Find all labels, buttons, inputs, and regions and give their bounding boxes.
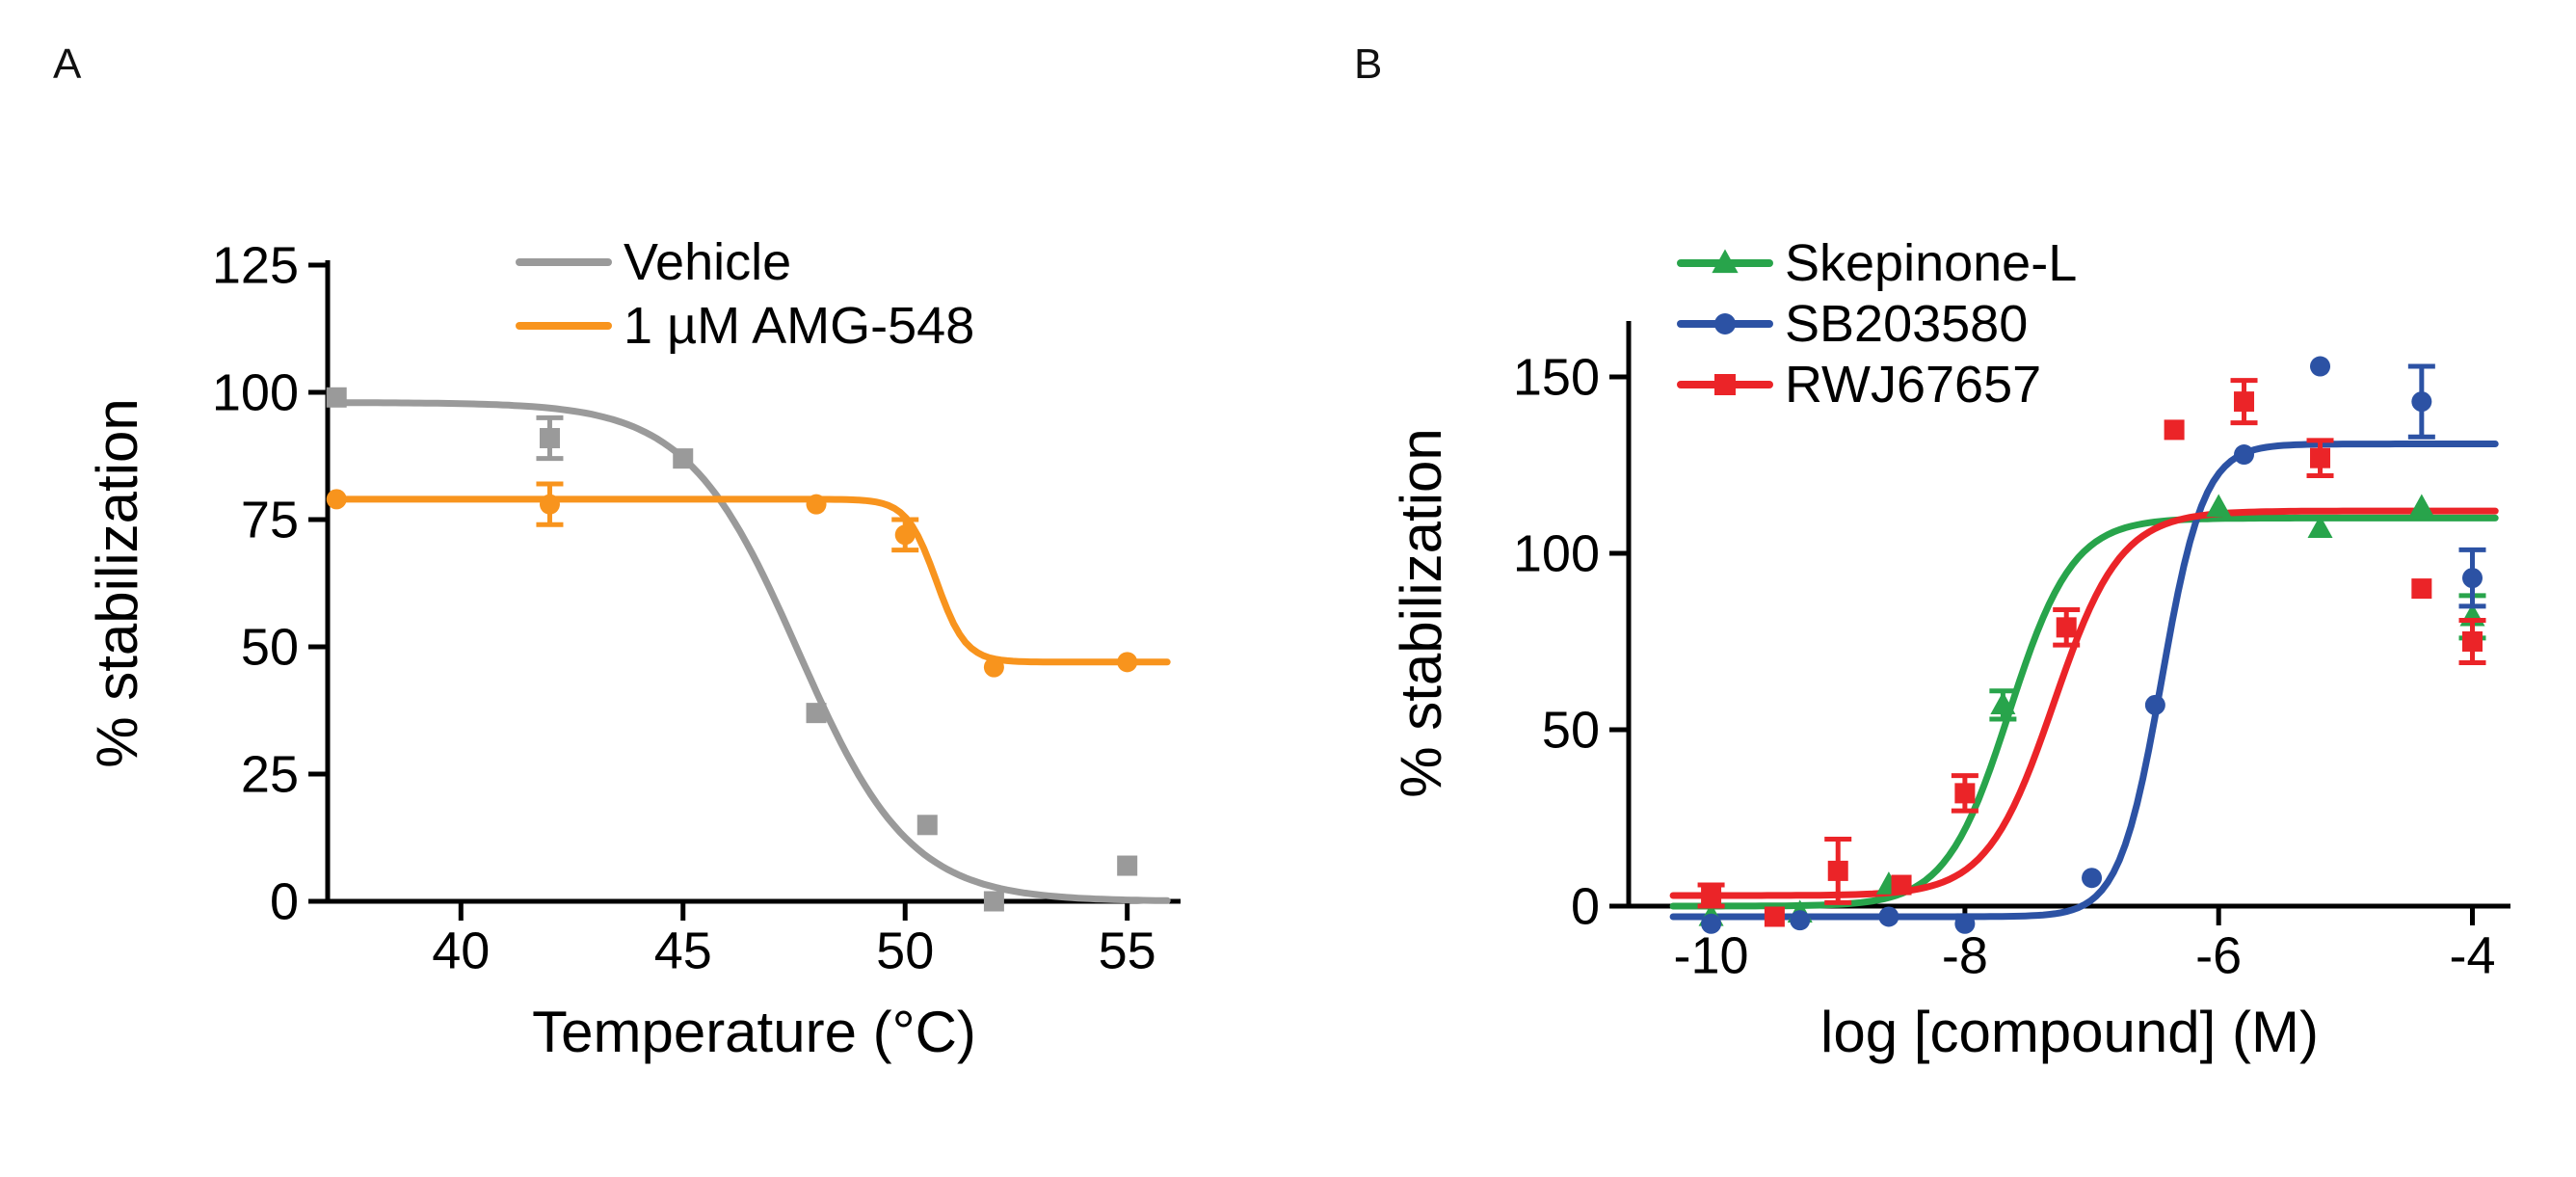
legend-marker-skepinone-l [1712,249,1739,274]
data-point-rwj67657 [2411,578,2432,600]
legend-label-rwj67657: RWJ67657 [1785,356,2042,414]
data-point-sb203580 [2310,356,2331,377]
y-tick-label: 125 [212,236,299,294]
data-point-1-m-amg-548 [983,656,1004,678]
legend-label-skepinone-l: Skepinone-L [1785,234,2078,292]
data-point-sb203580 [1954,913,1976,934]
x-tick-label: 55 [1099,923,1156,980]
data-point-skepinone-l [2307,515,2333,539]
data-point-sb203580 [2411,391,2432,413]
data-point-rwj67657 [1827,860,1848,881]
legend-b: Skepinone-L SB203580 RWJ67657 [1677,235,2077,413]
data-point-sb203580 [1701,913,1722,934]
y-tick-label: 50 [241,618,299,676]
y-tick-label: 50 [1542,701,1600,759]
y-tick-label: 0 [270,872,299,930]
data-point-sb203580 [2234,444,2255,466]
data-point-vehicle [916,815,938,836]
data-point-vehicle [673,448,694,469]
thermal-melt-chart: 40 45 50 55 0 25 50 75 100 125 [212,236,1181,980]
data-point-rwj67657 [1764,906,1785,927]
data-point-sb203580 [1790,910,1811,931]
legend-label-sb203580: SB203580 [1785,295,2029,353]
sb203580-line-swatch [1677,303,1773,345]
data-point-rwj67657 [1701,885,1722,906]
x-tick-label: -6 [2195,927,2242,985]
legend-swatch-svg [516,322,612,330]
y-tick-label: 75 [241,491,299,548]
x-tick-label: -4 [2449,927,2495,985]
panel-b: B -10 -8 -6 -4 0 50 100 150 % stabilization log… [1340,29,2576,1147]
data-point-skepinone-l [2206,494,2232,518]
x-tick-label: 45 [654,923,712,980]
y-axis-title-a: % stabilization [85,398,149,768]
legend-item-sb203580: SB203580 [1677,296,2077,352]
legend-item-amg-548: 1 µM AMG-548 [516,297,974,355]
data-point-vehicle [326,387,347,408]
legend-swatch-svg [1677,374,1773,395]
y-tick-label: 150 [1513,348,1600,406]
legend-label-amg-548: 1 µM AMG-548 [624,297,975,355]
dose-response-chart: -10 -8 -6 -4 0 50 100 150 [1513,321,2510,985]
legend-item-skepinone-l: Skepinone-L [1677,235,2077,291]
x-axis-title-a: Temperature (°C) [532,1000,976,1064]
x-tick-label: -8 [1942,927,1988,985]
x-tick-label: 50 [876,923,934,980]
data-point-1-m-amg-548 [894,524,916,546]
legend-label-vehicle: Vehicle [624,233,792,291]
data-point-rwj67657 [1891,874,1912,896]
data-point-rwj67657 [2310,447,2331,468]
data-point-sb203580 [1878,906,1899,927]
legend-a: Vehicle 1 µM AMG-548 [516,233,974,355]
x-axis-title-b: log [compound] (M) [1820,1000,2319,1064]
fit-curve-sb203580 [1669,441,2499,921]
legend-item-rwj67657: RWJ67657 [1677,357,2077,413]
panel-label-a: A [53,40,82,88]
panel-label-b: B [1354,40,1383,88]
data-point-vehicle [1117,855,1138,876]
legend-swatch-svg [1677,313,1773,334]
data-point-rwj67657 [1954,783,1976,804]
data-point-1-m-amg-548 [1117,652,1138,673]
x-tick-label: -10 [1674,927,1749,985]
data-point-vehicle [539,428,560,449]
legend-swatch-svg [1677,249,1773,274]
y-axis-title-b: % stabilization [1389,428,1453,798]
data-point-skepinone-l [1990,691,2016,715]
y-tick-label: 25 [241,745,299,803]
data-point-vehicle [983,891,1004,912]
panel-a: A 40 45 50 55 0 25 50 75 100 125 % stabilization … [39,29,1291,1147]
legend-swatch-svg [516,258,612,266]
data-point-sb203580 [2462,568,2483,589]
amg-548-line-swatch [516,305,612,347]
fit-curve-1-m-amg-548 [332,495,1171,666]
y-tick-label: 100 [1513,524,1600,582]
legend-marker-sb203580 [1714,313,1736,334]
data-point-sb203580 [2082,868,2103,889]
vehicle-line-swatch [516,241,612,283]
data-point-rwj67657 [2164,419,2185,441]
y-tick-label: 0 [1571,877,1600,935]
fit-curve-skepinone-l [1669,514,2499,910]
data-point-rwj67657 [2462,631,2483,652]
fit-curve-rwj67657 [1669,507,2499,899]
skepinone-l-line-swatch [1677,242,1773,284]
data-point-sb203580 [2144,694,2165,715]
data-point-1-m-amg-548 [326,489,347,510]
data-point-1-m-amg-548 [806,494,827,515]
data-point-rwj67657 [2234,391,2255,413]
x-tick-label: 40 [432,923,490,980]
data-point-1-m-amg-548 [539,494,560,515]
data-point-skepinone-l [2408,494,2434,518]
y-tick-label: 100 [212,363,299,421]
fit-curve-vehicle [332,399,1171,904]
data-point-vehicle [806,703,827,724]
rwj67657-line-swatch [1677,363,1773,406]
data-point-rwj67657 [2056,617,2077,638]
legend-item-vehicle: Vehicle [516,233,974,291]
legend-marker-rwj67657 [1714,374,1736,395]
